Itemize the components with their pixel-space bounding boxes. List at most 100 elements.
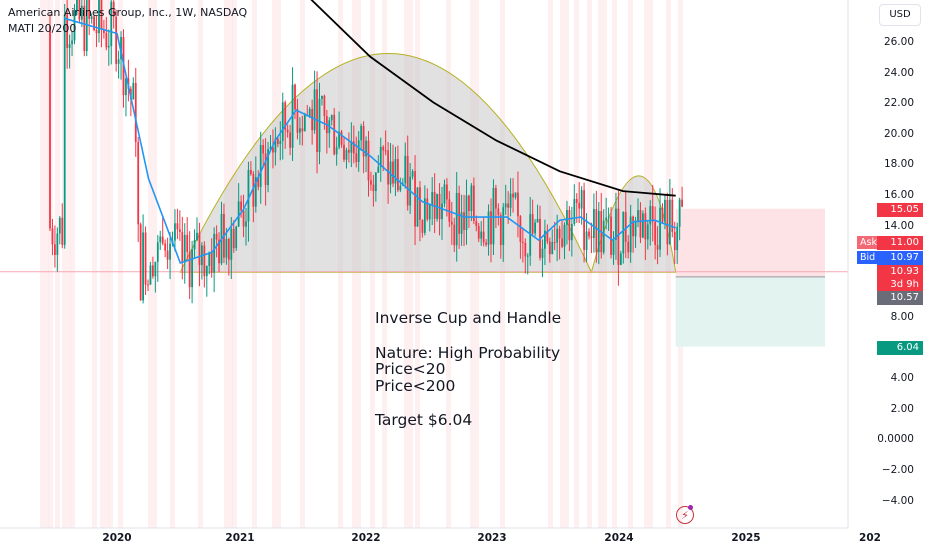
candle-body — [137, 141, 140, 225]
candle-body — [646, 224, 649, 240]
candle-body — [517, 192, 519, 217]
candle-body — [345, 149, 348, 160]
candle-body — [387, 150, 389, 185]
stop-zone — [675, 208, 825, 277]
candle-body — [205, 265, 208, 277]
currency-button[interactable]: USD — [879, 4, 921, 26]
y-tick: −2.00 — [881, 464, 914, 476]
candle-body — [191, 249, 193, 288]
candle-body — [218, 239, 220, 264]
candle-body — [193, 240, 196, 250]
candle-body — [446, 184, 448, 200]
notification-dot-icon — [688, 505, 693, 510]
candle-body — [546, 230, 549, 242]
candle-body — [232, 228, 235, 249]
candle-body — [284, 102, 287, 130]
candle-body — [666, 199, 669, 245]
candle-body — [671, 199, 674, 232]
candle-body — [63, 14, 66, 245]
candle-body — [428, 204, 431, 220]
candle-body — [350, 141, 353, 153]
candle-body — [272, 147, 274, 153]
ask-label: Ask — [857, 236, 878, 249]
candle-body — [568, 210, 571, 241]
candle-body — [553, 242, 556, 244]
candle-body — [659, 207, 661, 250]
y-tick: 22.00 — [883, 97, 914, 109]
candle-body — [289, 132, 291, 148]
y-tick: 0.0000 — [877, 433, 914, 445]
candle-body — [556, 228, 559, 243]
candle-body — [267, 149, 269, 186]
candle-body — [617, 208, 620, 265]
candle-body — [294, 84, 296, 110]
bg-band — [40, 0, 49, 528]
candle-body — [73, 10, 76, 41]
candle-body — [649, 206, 652, 225]
target-zone — [675, 276, 825, 347]
candle-body — [88, 0, 91, 19]
bg-band — [92, 0, 97, 528]
candle-body — [634, 222, 637, 237]
candle-body — [585, 231, 588, 251]
candle-body — [303, 114, 306, 132]
candle-body — [419, 187, 421, 220]
indicator-label[interactable]: MATI 20/200 — [8, 22, 77, 35]
candle-body — [264, 153, 267, 186]
candle-body — [210, 252, 213, 273]
candle-body — [68, 44, 71, 48]
candle-body — [382, 146, 385, 151]
candle-body — [365, 140, 367, 157]
candle-body — [642, 213, 644, 238]
candle-body — [421, 219, 424, 233]
candle-body — [509, 193, 512, 208]
candle-body — [299, 128, 301, 133]
candle-body — [519, 216, 522, 242]
candle-body — [651, 206, 654, 222]
y-tick: 8.00 — [890, 311, 914, 323]
candle-body — [360, 126, 363, 141]
symbol-title[interactable]: American Airlines Group, Inc., 1W, NASDA… — [8, 6, 248, 19]
candle-body — [286, 129, 289, 133]
candle-body — [178, 229, 181, 232]
entry-price-tag: 10.57 — [877, 291, 923, 305]
candle-body — [558, 228, 561, 239]
candle-body — [352, 141, 355, 154]
candle-body — [225, 238, 228, 258]
candle-body — [132, 83, 135, 100]
candle-body — [58, 217, 61, 234]
lightning-icon[interactable]: ⚡ — [676, 506, 694, 524]
candle-body — [276, 138, 279, 145]
candle-body — [49, 25, 51, 229]
candle-body — [362, 126, 365, 157]
candle-body — [117, 59, 120, 64]
candle-body — [308, 108, 311, 117]
candle-body — [465, 195, 468, 230]
candle-body — [602, 220, 605, 253]
candle-body — [426, 198, 429, 220]
x-tick: 2025 — [731, 532, 761, 544]
bg-band — [587, 0, 592, 528]
candle-body — [367, 140, 370, 181]
candle-body — [629, 216, 632, 253]
candle-body — [590, 236, 593, 238]
y-tick: 4.00 — [890, 372, 914, 384]
candle-body — [311, 108, 314, 131]
bg-band — [118, 0, 123, 528]
candle-body — [541, 248, 544, 258]
y-tick: 2.00 — [890, 403, 914, 415]
candle-body — [661, 207, 664, 222]
candle-body — [566, 210, 568, 225]
candle-body — [595, 209, 598, 252]
candle-body — [544, 230, 546, 249]
candle-body — [181, 231, 184, 263]
candle-body — [448, 199, 451, 222]
ma200-line — [310, 0, 676, 197]
candle-body — [487, 211, 490, 245]
candle-body — [103, 29, 105, 33]
candle-body — [110, 1, 113, 46]
candle-body — [372, 184, 375, 192]
candle-body — [188, 252, 191, 288]
candle-body — [159, 236, 162, 243]
